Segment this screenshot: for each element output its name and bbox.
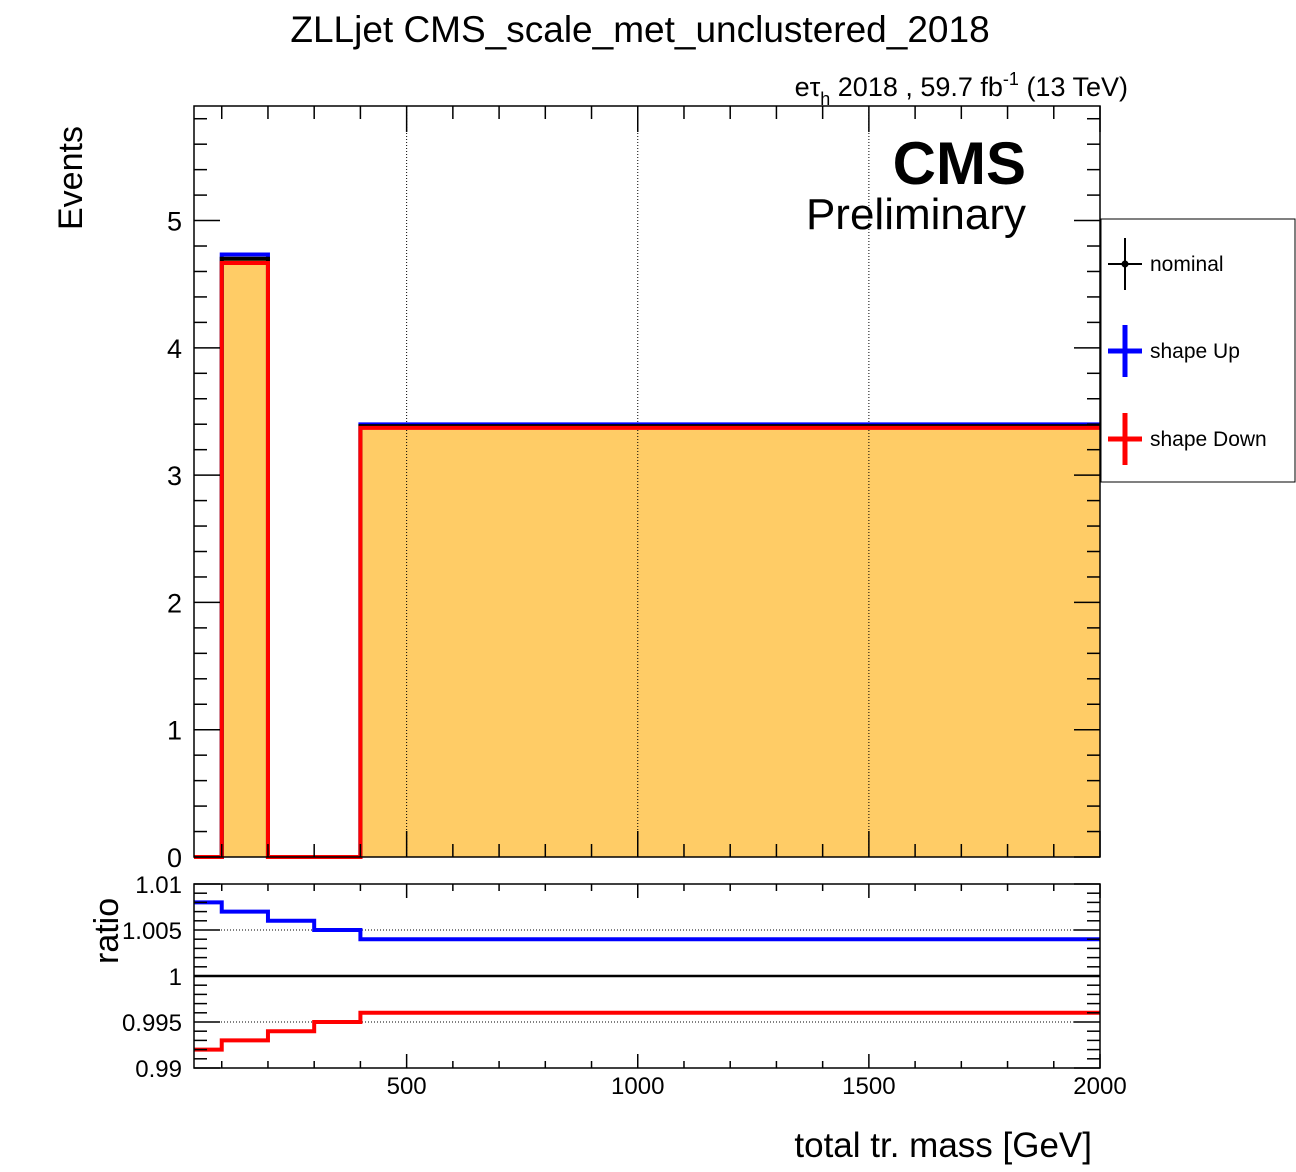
legend-nominal-dot <box>1121 260 1129 268</box>
legend-label-nominal: nominal <box>1150 253 1224 276</box>
legend-label-down: shape Down <box>1150 428 1267 451</box>
ratio-y-tick-label-0: 0.99 <box>135 1056 182 1083</box>
ratio-axis-label: ratio <box>88 898 126 964</box>
lumi-energy: (13 TeV) <box>1019 72 1128 102</box>
ratio-tick-labels: 0.99 0.995 1 1.005 1.01 500 1000 1500 2000 <box>122 872 1127 1100</box>
lumi-text: 2018 , 59.7 fb <box>830 72 1003 102</box>
fill-bin-1 <box>221 258 268 858</box>
legend: nominal shape Up shape Down <box>1100 218 1296 483</box>
y-tick-labels: 0 1 2 3 4 5 <box>167 207 182 873</box>
legend-marker-nominal <box>1108 238 1142 290</box>
x-grid <box>406 106 870 857</box>
y-tick-label-5: 5 <box>167 207 182 237</box>
ratio-down-line <box>194 1010 1100 1052</box>
ratio-up-line <box>194 900 1100 942</box>
y-ticks <box>194 117 1100 858</box>
y-tick-label-3: 3 <box>167 461 182 491</box>
histogram-fill <box>221 258 1100 858</box>
x-axis-label: total tr. mass [GeV] <box>794 1126 1092 1165</box>
y-tick-label-2: 2 <box>167 588 182 618</box>
x-tick-label-3: 2000 <box>1073 1073 1126 1100</box>
ratio-y-tick-label-2: 1 <box>169 964 182 991</box>
ratio-lines <box>194 900 1100 1052</box>
ratio-y-tick-label-3: 1.005 <box>122 918 182 945</box>
y-tick-label-4: 4 <box>167 334 182 364</box>
x-tick-label-2: 1500 <box>842 1073 895 1100</box>
ratio-y-tick-label-4: 1.01 <box>135 872 182 899</box>
ratio-ticks <box>194 106 1101 1069</box>
y-tick-label-1: 1 <box>167 716 182 746</box>
preliminary-label: Preliminary <box>806 190 1026 239</box>
lumi-channel-sub: h <box>820 89 830 109</box>
y-tick-label-0: 0 <box>167 843 182 873</box>
main-panel: 0 1 2 3 4 5 Events <box>52 105 1101 873</box>
ratio-y-tick-label-1: 0.995 <box>122 1010 182 1037</box>
ratio-grid <box>194 929 1100 1023</box>
chart-title: ZLLjet CMS_scale_met_unclustered_2018 <box>290 9 989 50</box>
legend-label-up: shape Up <box>1150 340 1240 363</box>
lumi-channel-tau: τ <box>810 72 821 102</box>
x-tick-label-1: 1000 <box>611 1073 664 1100</box>
legend-marker-up <box>1108 325 1142 377</box>
main-frame <box>193 105 1101 858</box>
lumi-sup: -1 <box>1003 69 1019 89</box>
x-tick-label-0: 500 <box>387 1073 427 1100</box>
ratio-panel: 0.99 0.995 1 1.005 1.01 500 1000 1500 2000 ratio… <box>88 106 1127 1165</box>
fill-bin-4 <box>360 426 1100 857</box>
cms-label: CMS <box>893 130 1026 197</box>
lumi-label: eτh 2018 , 59.7 fb-1 (13 TeV) <box>795 69 1128 109</box>
legend-marker-down <box>1108 413 1142 465</box>
lumi-channel-e: e <box>795 72 810 102</box>
y-axis-label: Events <box>52 126 90 230</box>
